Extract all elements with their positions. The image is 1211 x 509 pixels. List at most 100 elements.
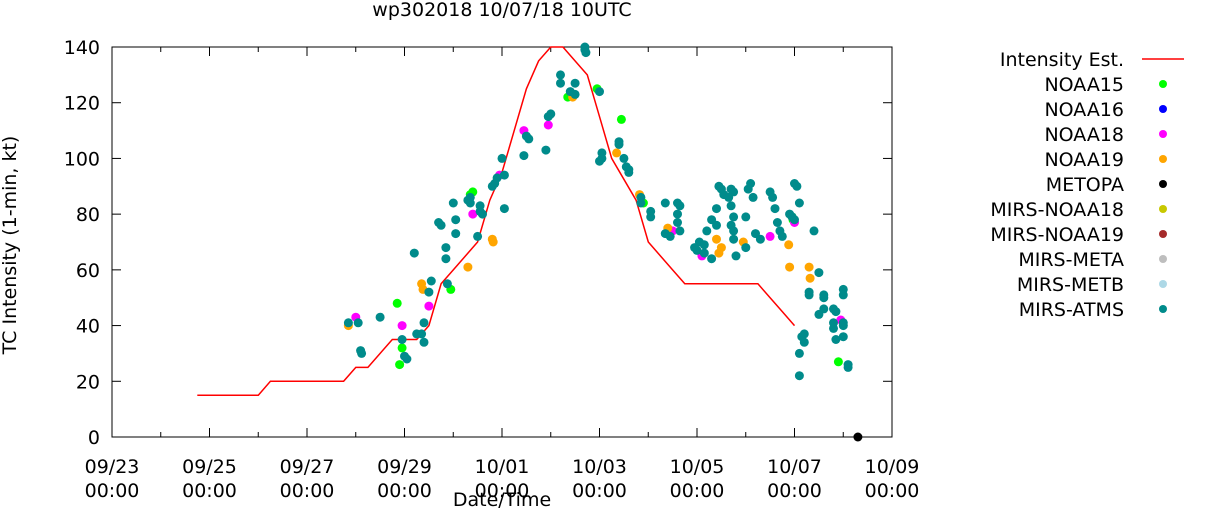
y-tick-label: 0 — [88, 427, 100, 449]
noaa15-point — [616, 114, 626, 124]
legend-swatch-mirs-noaa19 — [1159, 230, 1167, 238]
x-tick-label-time: 00:00 — [572, 480, 627, 502]
mirs-atms-point — [619, 153, 629, 163]
legend-label-intensity-est: Intensity Est. — [1000, 49, 1124, 71]
x-tick-label-time: 00:00 — [475, 480, 530, 502]
mirs-atms-point — [441, 254, 451, 264]
mirs-atms-point — [624, 167, 634, 177]
x-tick-label-time: 00:00 — [280, 480, 335, 502]
legend-label-noaa16: NOAA16 — [1044, 99, 1124, 121]
noaa15-point — [395, 360, 405, 370]
mirs-atms-point — [595, 87, 604, 97]
noaa18-point — [468, 209, 478, 219]
mirs-atms-point — [524, 134, 534, 144]
mirs-atms-point — [646, 212, 656, 222]
mirs-atms-point — [375, 312, 385, 322]
noaa19-point — [785, 262, 795, 272]
mirs-atms-point — [473, 231, 483, 241]
legend-label-mirs-meta: MIRS-META — [1018, 249, 1124, 271]
mirs-atms-point — [748, 192, 758, 202]
noaa15-point — [397, 343, 407, 353]
mirs-atms-point — [556, 70, 565, 80]
y-tick-label: 80 — [76, 204, 100, 226]
mirs-atms-point — [707, 254, 717, 264]
noaa19-point — [488, 237, 498, 247]
legend: Intensity Est. NOAA15 NOAA16 NOAA18 NOAA19 ME… — [990, 49, 1184, 321]
noaa19-point — [804, 262, 814, 272]
legend-swatch-metopa — [1159, 180, 1167, 188]
mirs-atms-point — [675, 201, 685, 211]
mirs-atms-point — [741, 212, 751, 222]
mirs-atms-point — [556, 78, 565, 88]
legend-label-noaa15: NOAA15 — [1044, 74, 1124, 96]
mirs-atms-point — [699, 248, 709, 258]
mirs-atms-point — [580, 45, 590, 55]
x-tick-label-time: 00:00 — [767, 480, 822, 502]
x-tick-label-date: 10/09 — [865, 456, 920, 478]
noaa18-point — [397, 321, 407, 331]
mirs-atms-point — [729, 212, 739, 222]
mirs-atms-point — [794, 348, 804, 358]
noaa15-point — [392, 298, 402, 308]
mirs-atms-point — [729, 234, 739, 244]
mirs-atms-point — [417, 329, 427, 339]
legend-label-mirs-noaa19: MIRS-NOAA19 — [990, 224, 1124, 246]
mirs-atms-point — [426, 276, 436, 286]
mirs-atms-point — [343, 318, 353, 328]
legend-label-noaa19: NOAA19 — [1044, 149, 1124, 171]
legend-swatch-noaa19 — [1159, 155, 1167, 163]
mirs-atms-point — [792, 181, 802, 191]
y-tick-label: 120 — [64, 93, 100, 115]
mirs-atms-point — [804, 290, 814, 300]
mirs-atms-point — [441, 243, 451, 253]
mirs-atms-point — [746, 179, 756, 188]
mirs-atms-point — [673, 209, 682, 219]
mirs-atms-point — [699, 240, 709, 250]
legend-swatch-mirs-atms — [1159, 305, 1167, 313]
mirs-atms-point — [541, 145, 551, 155]
x-tick-label-date: 09/29 — [377, 456, 432, 478]
mirs-atms-point — [829, 323, 838, 333]
mirs-atms-point — [436, 220, 446, 230]
mirs-atms-point — [478, 209, 487, 219]
mirs-atms-point — [402, 354, 412, 364]
x-tick-label-date: 09/23 — [85, 456, 140, 478]
mirs-atms-point — [597, 153, 607, 163]
data-points — [343, 42, 863, 442]
mirs-atms-point — [519, 151, 529, 161]
mirs-atms-point — [712, 204, 721, 214]
mirs-atms-point — [794, 198, 804, 208]
mirs-atms-point — [492, 173, 502, 183]
y-tick-label: 60 — [76, 260, 100, 282]
series-lines — [197, 46, 796, 396]
x-tick-label-date: 10/05 — [670, 456, 725, 478]
x-tick-label-time: 00:00 — [377, 480, 432, 502]
legend-label-mirs-noaa18: MIRS-NOAA18 — [990, 199, 1124, 221]
metopa-point — [853, 432, 863, 442]
mirs-atms-point — [451, 215, 461, 225]
noaa19-point — [463, 262, 473, 272]
mirs-atms-point — [570, 89, 580, 99]
mirs-atms-point — [692, 245, 702, 255]
mirs-atms-point — [777, 231, 787, 241]
mirs-atms-point — [614, 140, 624, 149]
mirs-atms-point — [497, 153, 507, 163]
noaa19-point — [784, 240, 794, 250]
mirs-atms-point — [799, 329, 809, 339]
mirs-atms-point — [419, 337, 429, 347]
mirs-atms-point — [675, 226, 685, 236]
mirs-atms-point — [731, 251, 741, 261]
mirs-atms-point — [712, 220, 721, 230]
mirs-atms-point — [353, 318, 363, 328]
mirs-atms-point — [570, 78, 580, 88]
x-tick-label-date: 10/01 — [475, 456, 530, 478]
x-tick-label-date: 09/27 — [280, 456, 335, 478]
mirs-atms-point — [831, 335, 841, 344]
mirs-atms-point — [814, 268, 824, 278]
x-tick-label-time: 00:00 — [85, 480, 140, 502]
mirs-atms-point — [838, 332, 848, 342]
mirs-atms-point — [702, 226, 712, 236]
mirs-atms-point — [729, 226, 739, 236]
y-tick-label: 140 — [64, 37, 100, 59]
mirs-atms-point — [819, 293, 829, 303]
